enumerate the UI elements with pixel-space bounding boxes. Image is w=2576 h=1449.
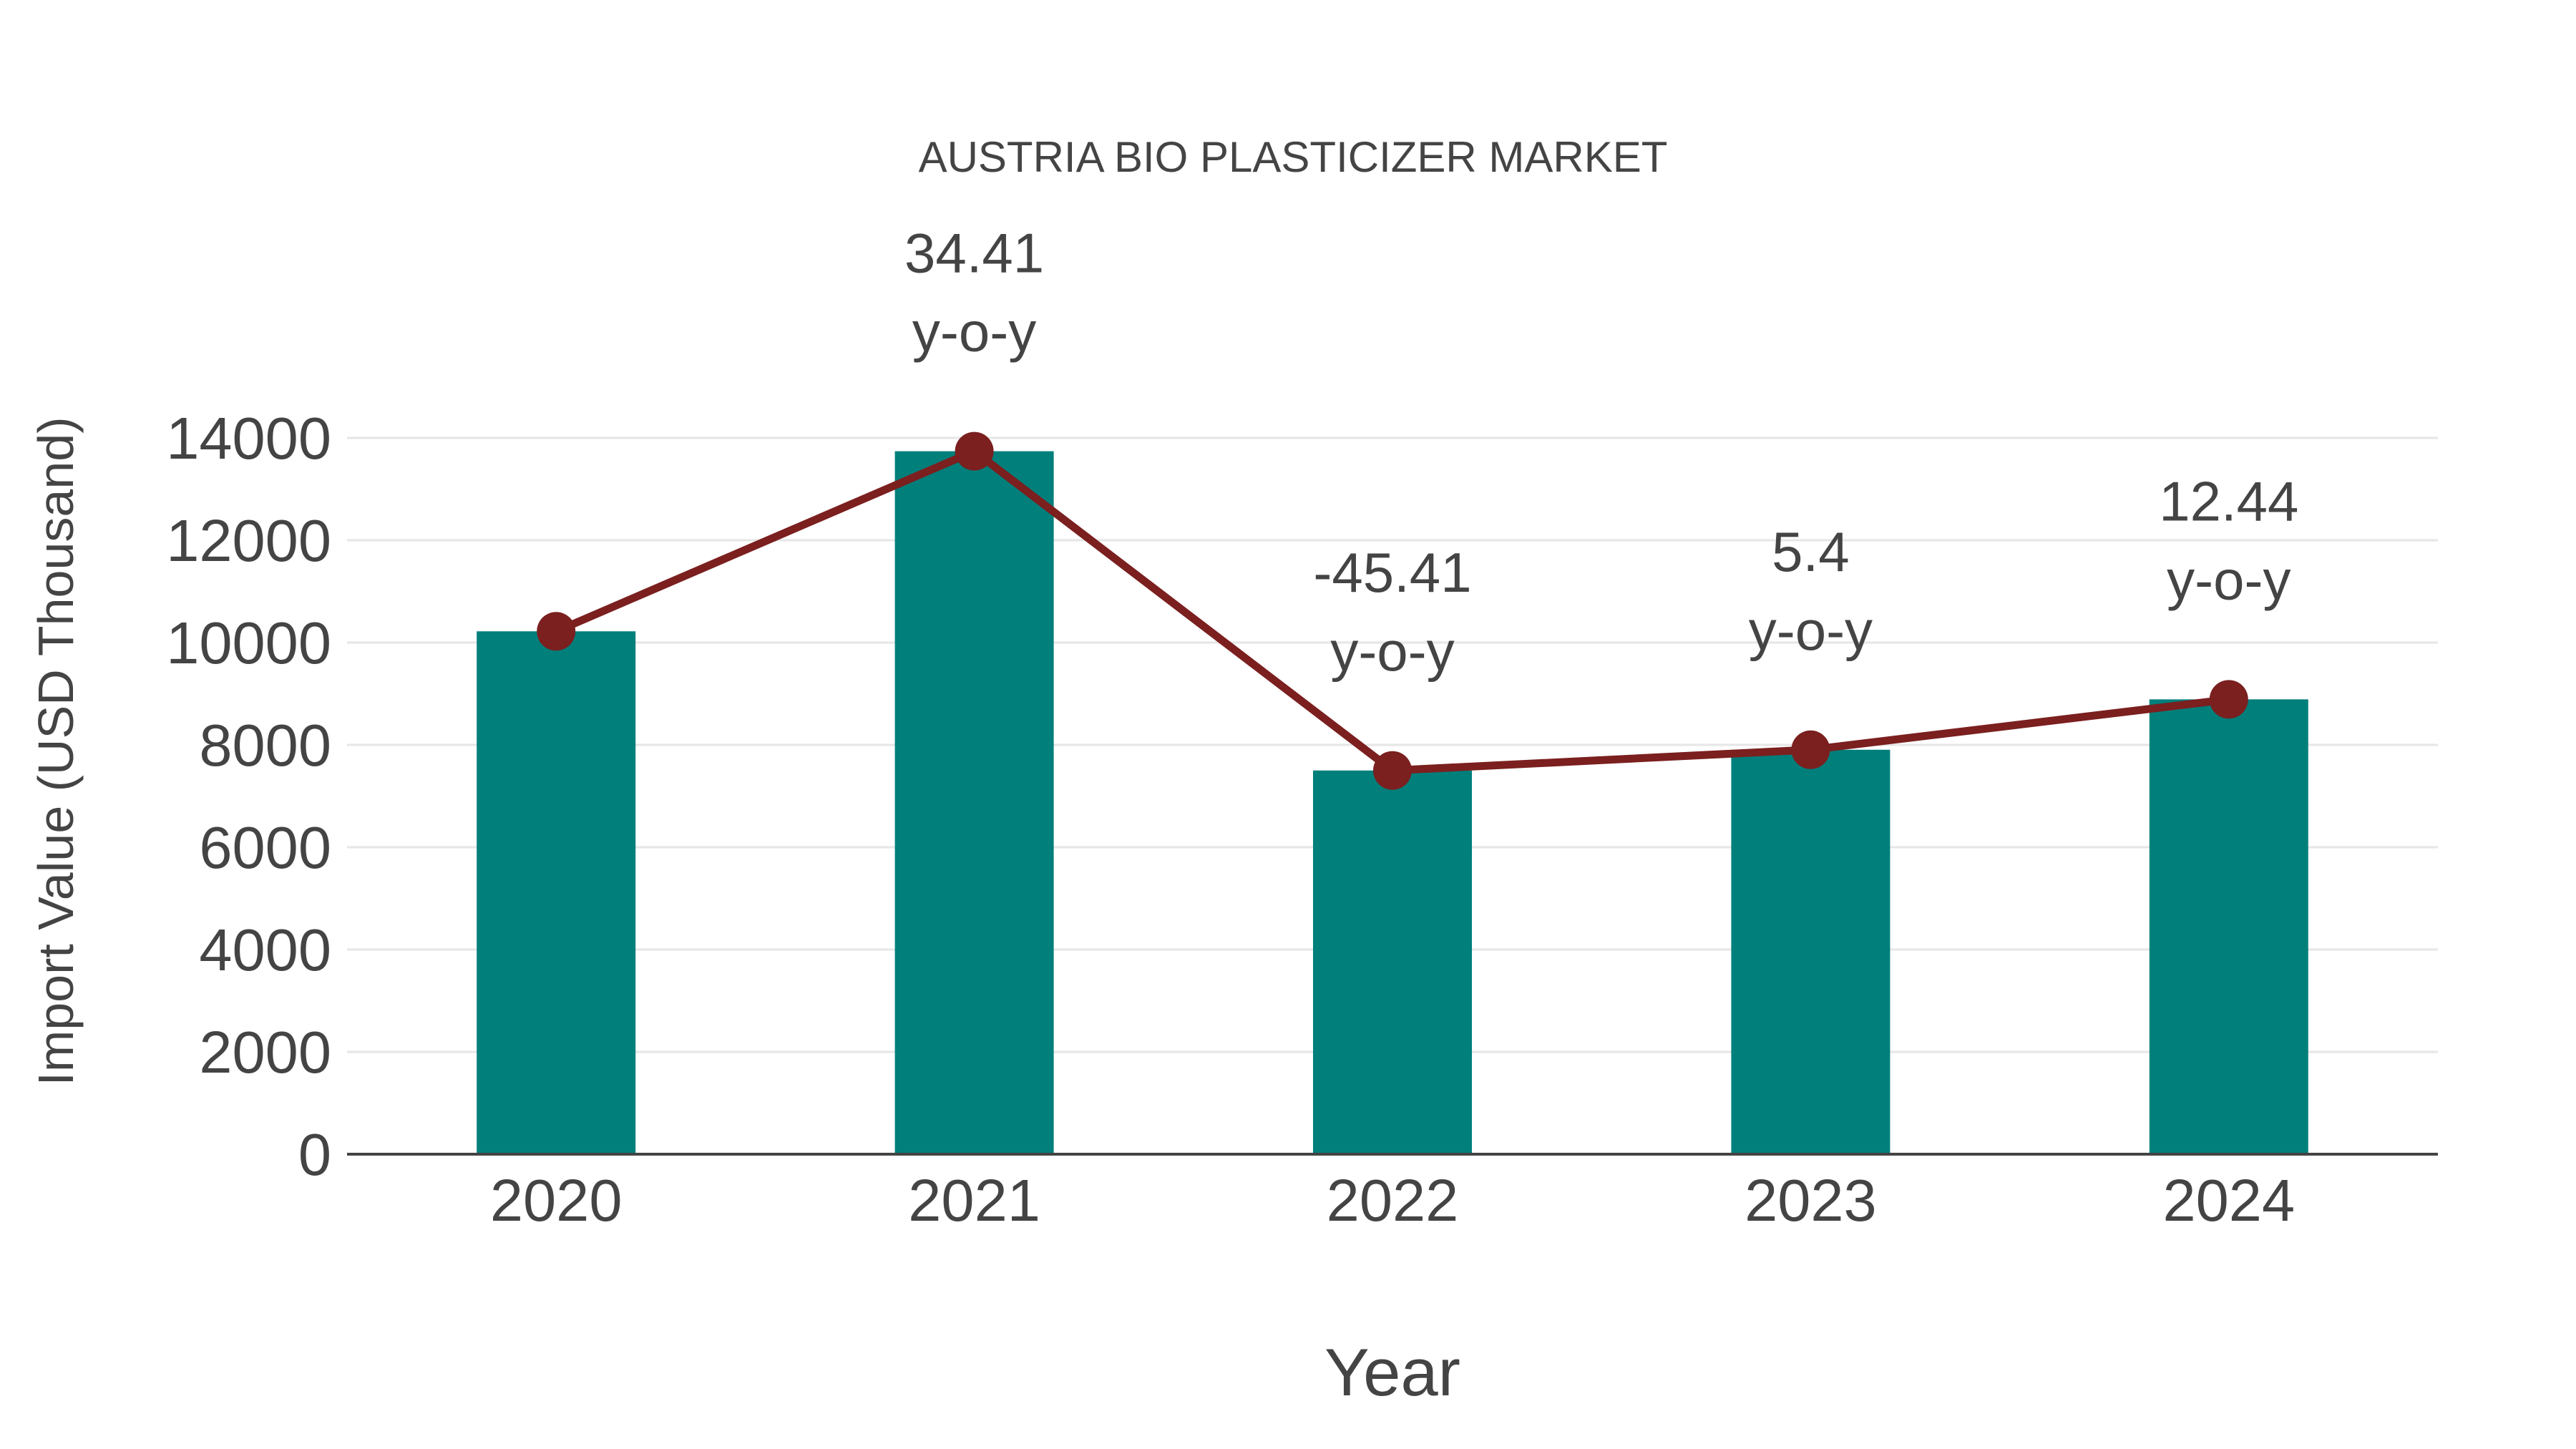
bar-2023 <box>1731 749 1890 1154</box>
y-tick-label: 2000 <box>199 1019 331 1085</box>
bar-2024 <box>2149 699 2308 1154</box>
y-tick-label: 4000 <box>199 917 331 983</box>
x-tick-label: 2023 <box>1745 1167 1877 1234</box>
trend-marker <box>1373 751 1412 790</box>
y-tick-label: 6000 <box>199 814 331 881</box>
trend-line <box>555 447 2230 775</box>
y-tick-label: 0 <box>298 1121 331 1188</box>
x-axis-ticks: 2020 2021 2022 2023 2024 <box>490 1167 2295 1234</box>
trend-marker <box>537 612 576 651</box>
bar-2021 <box>894 451 1054 1154</box>
yoy-suffix: y-o-y <box>912 301 1036 364</box>
bar-series <box>477 451 2308 1154</box>
trend-marker <box>1791 730 1830 769</box>
bar-2020 <box>477 631 636 1154</box>
y-axis-ticks: 0 2000 4000 6000 8000 10000 12000 14000 <box>166 405 331 1188</box>
yoy-annotations: 34.41 y-o-y -45.41 y-o-y 5.4 y-o-y 12.44 y-o-y <box>904 222 2298 683</box>
yoy-value: -45.41 <box>1313 541 1471 604</box>
line-series <box>537 431 2248 790</box>
y-axis-title: Import Value (USD Thousand) <box>28 416 84 1085</box>
x-tick-label: 2024 <box>2162 1167 2295 1234</box>
x-tick-label: 2020 <box>490 1167 623 1234</box>
chart-title: AUSTRIA BIO PLASTICIZER MARKET <box>919 133 1668 181</box>
yoy-value: 12.44 <box>2159 469 2298 532</box>
yoy-value: 5.4 <box>1772 520 1849 583</box>
x-axis-title: Year <box>1324 1335 1460 1410</box>
y-tick-label: 14000 <box>166 405 331 472</box>
trend-marker <box>955 431 994 471</box>
bar-2022 <box>1313 770 1472 1154</box>
trend-marker <box>2209 680 2248 719</box>
y-tick-label: 10000 <box>166 610 331 676</box>
x-tick-label: 2022 <box>1327 1167 1459 1234</box>
yoy-suffix: y-o-y <box>1749 599 1873 662</box>
yoy-value: 34.41 <box>904 222 1044 285</box>
y-tick-label: 8000 <box>199 712 331 779</box>
x-tick-label: 2021 <box>908 1167 1040 1234</box>
yoy-suffix: y-o-y <box>2167 548 2290 611</box>
y-tick-label: 12000 <box>166 507 331 574</box>
yoy-suffix: y-o-y <box>1330 620 1454 683</box>
